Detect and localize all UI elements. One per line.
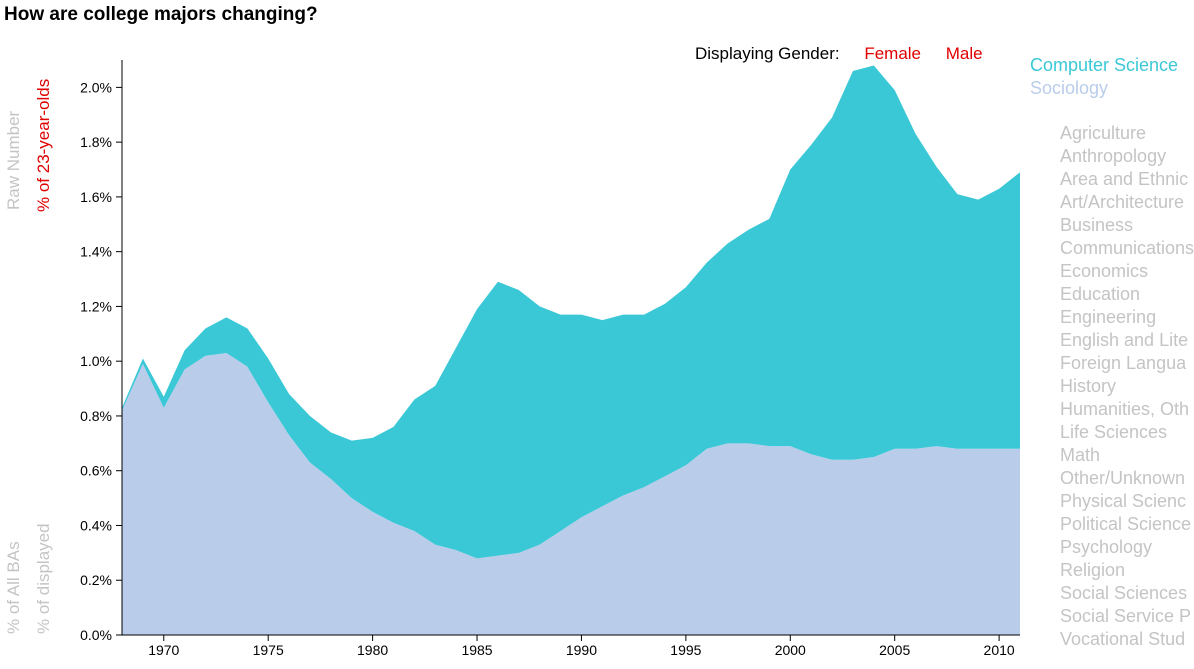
gender-selector: Displaying Gender: Female Male xyxy=(695,44,1003,64)
major-item-foreign-langua[interactable]: Foreign Langua xyxy=(1060,353,1187,373)
majors-list: Agriculture Anthropology Area and Ethnic Ar… xyxy=(1060,122,1194,651)
major-item-psychology[interactable]: Psychology xyxy=(1060,537,1153,557)
x-tick-label: 1995 xyxy=(670,642,701,658)
gender-label: Displaying Gender: xyxy=(695,44,840,63)
y-tick-label: 0.2% xyxy=(80,572,112,588)
x-tick-label: 1975 xyxy=(253,642,284,658)
x-tick-label: 2000 xyxy=(775,642,806,658)
major-item-communications[interactable]: Communications xyxy=(1060,238,1194,258)
major-item-religion[interactable]: Religion xyxy=(1060,560,1126,580)
x-tick-label: 1980 xyxy=(357,642,388,658)
y-tick-label: 1.4% xyxy=(80,244,112,260)
major-item-physical-scienc[interactable]: Physical Scienc xyxy=(1060,491,1187,511)
area-computer-science[interactable] xyxy=(122,65,1020,559)
major-item-english-and-lite[interactable]: English and Lite xyxy=(1060,330,1189,350)
page-title: How are college majors changing? xyxy=(4,4,318,25)
chart-areas xyxy=(122,65,1020,635)
chart-axes: 0.0% 0.2% 0.4% 0.6% 0.8% 1.0% 1.2% 1.4% 1.6% 1.8%… xyxy=(80,60,1020,658)
y-tick-label: 0.8% xyxy=(80,408,112,424)
selected-major-sociology[interactable]: Sociology xyxy=(1030,78,1109,98)
y-tick-label: 0.4% xyxy=(80,517,112,533)
area-sociology[interactable] xyxy=(122,352,1020,635)
major-item-area-and-ethnic[interactable]: Area and Ethnic xyxy=(1060,169,1189,189)
selected-major-computer-science[interactable]: Computer Science xyxy=(1030,55,1179,75)
major-item-political-science[interactable]: Political Science xyxy=(1060,514,1192,534)
x-tick-label: 1990 xyxy=(566,642,597,658)
major-item-social-sciences[interactable]: Social Sciences xyxy=(1060,583,1188,603)
y-tick-label: 1.6% xyxy=(80,189,112,205)
major-item-other-unknown[interactable]: Other/Unknown xyxy=(1060,468,1186,488)
y-tick-label: 0.6% xyxy=(80,463,112,479)
y-tick-label: 0.0% xyxy=(80,627,112,643)
major-item-education[interactable]: Education xyxy=(1060,284,1141,304)
major-item-business[interactable]: Business xyxy=(1060,215,1134,235)
y-tick-label: 1.8% xyxy=(80,134,112,150)
major-item-anthropology[interactable]: Anthropology xyxy=(1060,146,1167,166)
x-tick-label: 2010 xyxy=(984,642,1015,658)
major-item-economics[interactable]: Economics xyxy=(1060,261,1149,281)
x-tick-label: 1985 xyxy=(461,642,492,658)
major-item-history[interactable]: History xyxy=(1060,376,1117,396)
major-item-art-architecture[interactable]: Art/Architecture xyxy=(1060,192,1185,212)
y-tick-label: 1.0% xyxy=(80,353,112,369)
major-item-social-service-p[interactable]: Social Service P xyxy=(1060,606,1192,626)
y-tick-label: 1.2% xyxy=(80,298,112,314)
major-item-humanities-oth[interactable]: Humanities, Oth xyxy=(1060,399,1190,419)
major-item-engineering[interactable]: Engineering xyxy=(1060,307,1157,327)
selected-majors-legend: Computer Science Sociology xyxy=(1030,54,1178,100)
x-tick-label: 1970 xyxy=(148,642,179,658)
y-tick-label: 2.0% xyxy=(80,79,112,95)
major-item-vocational-stud[interactable]: Vocational Stud xyxy=(1060,629,1186,649)
major-item-life-sciences[interactable]: Life Sciences xyxy=(1060,422,1168,442)
gender-male-option[interactable]: Male xyxy=(945,44,983,63)
major-item-math[interactable]: Math xyxy=(1060,445,1101,465)
gender-female-option[interactable]: Female xyxy=(864,44,921,63)
x-tick-label: 2005 xyxy=(879,642,910,658)
major-item-agriculture[interactable]: Agriculture xyxy=(1060,123,1147,143)
